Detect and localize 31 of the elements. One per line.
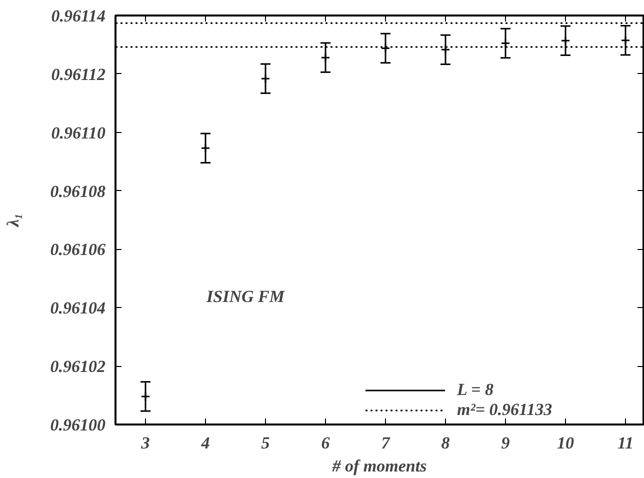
point — [200, 143, 210, 153]
y-tick-label: 0.96106 — [50, 240, 106, 260]
x-tick-label: 7 — [381, 434, 392, 452]
y-tick-label: 0.96114 — [51, 6, 106, 26]
y-tick-label: 0.96102 — [50, 357, 106, 376]
x-tick-label: 3 — [140, 434, 150, 452]
point — [140, 392, 150, 402]
y-tick-label: 0.96100 — [50, 416, 106, 434]
y-tick-label: 0.96108 — [50, 182, 106, 201]
x-tick-label: 11 — [617, 434, 634, 452]
x-tick-label: 9 — [501, 434, 510, 452]
point — [440, 44, 450, 54]
x-tick-label: 5 — [261, 434, 270, 452]
y-tick-label: 0.96110 — [51, 123, 106, 142]
point — [620, 36, 630, 46]
y-tick-label: 0.96104 — [50, 298, 106, 318]
x-tick-label: 4 — [200, 434, 210, 452]
point — [320, 52, 330, 62]
y-tick-label: 0.96112 — [51, 64, 106, 84]
x-tick-label: 6 — [321, 434, 330, 452]
point — [560, 36, 570, 46]
x-tick-label: 8 — [441, 434, 450, 452]
y-axis-title: λ₁ — [3, 213, 22, 228]
point — [500, 38, 510, 48]
x-axis-title: # of moments — [331, 456, 428, 476]
legend-label: L = 8 — [457, 380, 494, 400]
x-tick-label: 10 — [557, 434, 574, 452]
point — [380, 43, 390, 53]
annotation: m²= 0.961133 — [457, 400, 552, 420]
point — [260, 74, 270, 84]
annotation: ISING FM — [206, 287, 286, 306]
